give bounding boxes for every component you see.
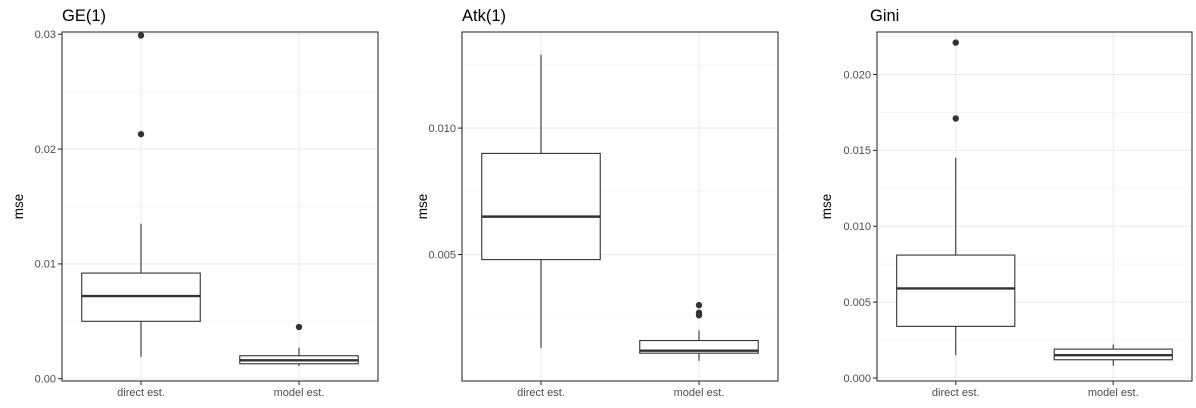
box-1: [81, 32, 201, 357]
outlier-point: [137, 32, 145, 39]
x-tick-label: model est.: [1088, 387, 1139, 399]
outlier-point: [137, 130, 145, 138]
y-axis-label: mse: [819, 194, 834, 220]
box-2: [239, 323, 359, 367]
y-tick-label: 0.02: [35, 144, 56, 156]
outlier-point: [695, 301, 703, 309]
outlier-point: [952, 115, 959, 122]
x-tick-label: model est.: [674, 387, 725, 399]
box-2: [1053, 344, 1173, 366]
x-tick-label: direct est.: [517, 387, 565, 399]
y-tick-label: 0.01: [35, 259, 56, 271]
box-iqr: [481, 152, 601, 261]
panel-border: [876, 31, 1193, 382]
outlier-point: [952, 39, 959, 46]
x-tick-label: model est.: [274, 387, 325, 399]
panel-background: [877, 32, 1192, 381]
chart-title: GE(1): [62, 7, 106, 25]
y-tick-label: 0.010: [428, 123, 456, 135]
panel-border: [461, 31, 779, 382]
box-1: [896, 39, 1016, 356]
x-tick-label: direct est.: [932, 387, 980, 399]
x-tick-label: direct est.: [117, 387, 165, 399]
box-1: [481, 54, 601, 349]
panel-2: 0.005 0.010 direct est. model est. mse Atk(1): [415, 7, 779, 399]
chart-title: Gini: [870, 7, 899, 25]
panel-border: [61, 31, 379, 382]
y-axis-label: mse: [11, 194, 26, 220]
y-tick-label: 0.005: [843, 297, 871, 309]
outlier-point: [695, 309, 703, 316]
y-tick-label: 0.005: [428, 249, 456, 261]
box-2: [639, 301, 759, 361]
panel-3: 0.000 0.005 0.010 0.015 0.020 direct est. mode…: [819, 7, 1193, 399]
y-tick-label: 0.010: [843, 221, 871, 233]
y-axis-label: mse: [415, 194, 430, 220]
chart-title: Atk(1): [462, 7, 506, 25]
y-tick-label: 0.000: [843, 373, 871, 385]
y-tick-label: 0.03: [35, 29, 56, 41]
y-tick-label: 0.015: [843, 145, 871, 157]
y-tick-label: 0.00: [35, 374, 56, 386]
box-iqr: [896, 254, 1016, 327]
panel-1: 0.00 0.01 0.02 0.03 direct est. model est. mse…: [11, 7, 379, 399]
y-tick-label: 0.020: [843, 69, 871, 81]
outlier-point: [295, 323, 303, 331]
